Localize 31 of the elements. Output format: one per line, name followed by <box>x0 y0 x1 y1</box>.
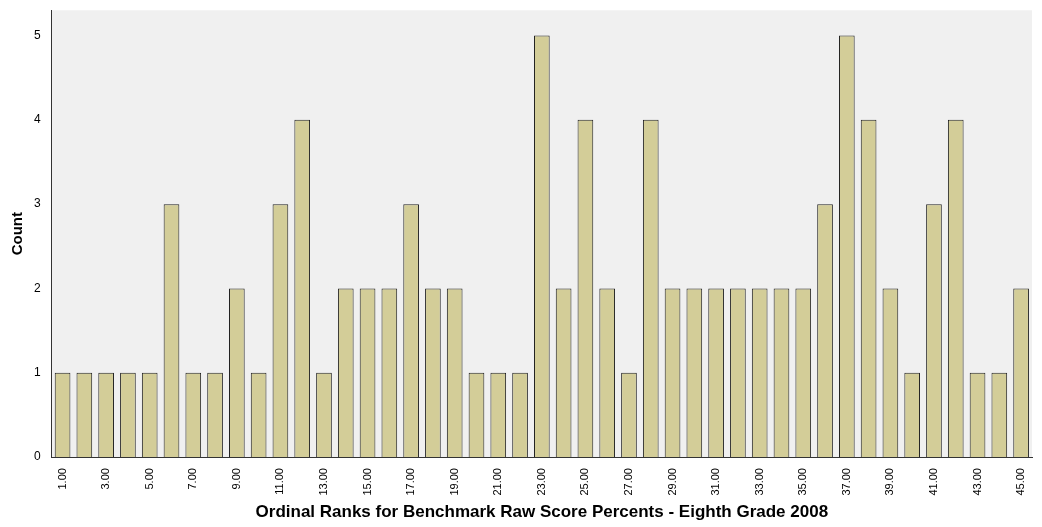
x-tick-label: 15.00 <box>360 468 373 496</box>
x-tick-label: 13.00 <box>317 468 330 496</box>
x-tick-label: 41.00 <box>927 468 939 496</box>
x-tick-label: 33.00 <box>752 468 765 496</box>
x-tick-label: 23.00 <box>534 468 547 496</box>
x-tick-label: 1.00 <box>55 468 68 490</box>
x-tick-label: 5.00 <box>142 468 155 490</box>
x-tick-label: 35.00 <box>796 468 809 496</box>
x-tick-label: 3.00 <box>99 468 112 490</box>
x-tick-label: 43.00 <box>970 468 983 496</box>
x-tick-label: 37.00 <box>839 468 852 496</box>
x-tick-label: 39.00 <box>883 468 896 496</box>
x-tick-label: 29.00 <box>665 468 678 496</box>
x-axis-title: Ordinal Ranks for Benchmark Raw Score Percents - Eighth Grade 2008 <box>255 502 829 522</box>
x-tick-label: 25.00 <box>578 468 591 496</box>
x-tick-label: 11.00 <box>273 468 286 495</box>
x-tick-label: 17.00 <box>404 468 417 496</box>
x-tick-label: 9.00 <box>229 468 242 490</box>
x-tick-label: 7.00 <box>186 468 199 490</box>
x-tick-label: 19.00 <box>447 468 460 496</box>
y-tick-label: 1 <box>33 365 41 380</box>
x-tick-label: 21.00 <box>491 468 504 496</box>
y-tick-label: 4 <box>33 112 41 127</box>
y-tick-label: 5 <box>33 27 41 42</box>
x-tick-label: 31.00 <box>709 468 722 496</box>
y-tick-label: 3 <box>33 196 41 211</box>
y-tick-label: 0 <box>33 449 41 464</box>
x-tick-label: 45.00 <box>1014 468 1027 496</box>
y-tick-label: 2 <box>33 280 41 295</box>
x-tick-label: 27.00 <box>622 468 635 496</box>
y-axis-title: Count <box>8 211 26 256</box>
